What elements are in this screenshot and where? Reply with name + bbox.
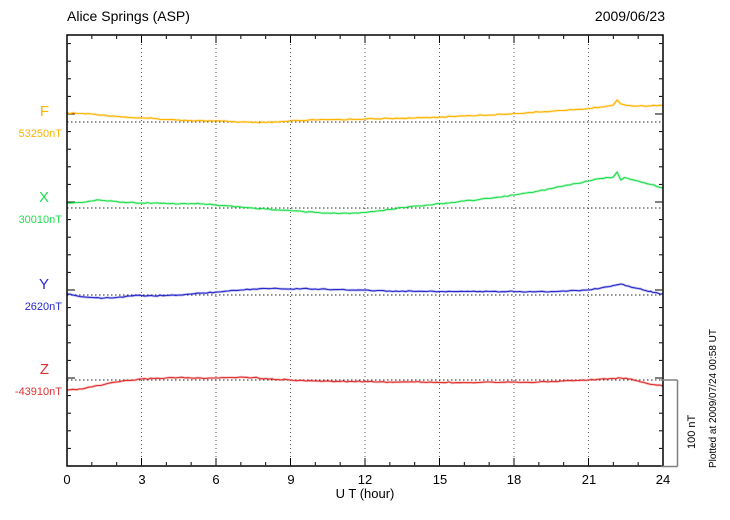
x-axis-title: U T (hour) bbox=[335, 486, 395, 501]
component-baseline-x: 30010nT bbox=[18, 214, 62, 226]
component-letter-f: F bbox=[39, 103, 49, 120]
component-label-y: Y 2620nT bbox=[0, 277, 62, 315]
trace-z bbox=[66, 376, 664, 391]
plot-frame bbox=[66, 34, 664, 467]
trace-f bbox=[66, 99, 664, 124]
x-axis-tick-label: 6 bbox=[212, 472, 220, 487]
component-letter-y: Y bbox=[38, 276, 49, 293]
component-letter-x: X bbox=[38, 189, 49, 206]
x-axis-tick-label: 24 bbox=[655, 472, 671, 487]
component-letter-z: Z bbox=[39, 361, 49, 378]
x-axis-tick-label: 18 bbox=[506, 472, 522, 487]
component-label-z: Z -43910nT bbox=[0, 362, 62, 400]
trace-y bbox=[66, 283, 664, 299]
x-axis-tick-label: 0 bbox=[63, 472, 71, 487]
plotted-at-note: Plotted at 2009/07/24 00:58 UT bbox=[708, 329, 719, 468]
observatory-title: Alice Springs (ASP) bbox=[67, 8, 190, 24]
x-axis-tick-label: 12 bbox=[357, 472, 373, 487]
scale-bar-label: 100 nT bbox=[686, 414, 698, 449]
component-label-f: F 53250nT bbox=[0, 104, 62, 142]
x-axis-tick-label: 9 bbox=[287, 472, 295, 487]
x-axis-tick-label: 21 bbox=[581, 472, 597, 487]
component-baseline-z: -43910nT bbox=[14, 386, 62, 398]
x-axis-tick-label: 3 bbox=[138, 472, 146, 487]
plot-date: 2009/06/23 bbox=[594, 8, 665, 24]
trace-x bbox=[66, 171, 664, 215]
x-axis-tick-label: 15 bbox=[432, 472, 448, 487]
component-label-x: X 30010nT bbox=[0, 190, 62, 228]
component-baseline-f: 53250nT bbox=[18, 128, 62, 140]
component-baseline-y: 2620nT bbox=[24, 301, 62, 313]
